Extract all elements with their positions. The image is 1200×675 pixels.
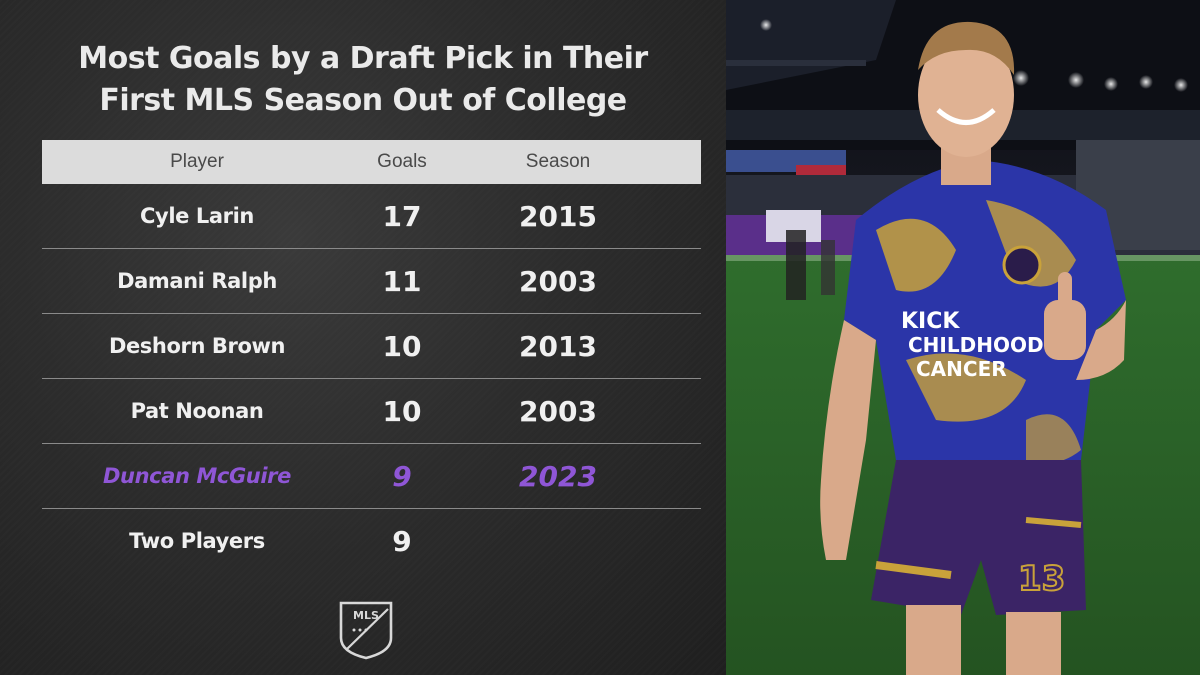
goals-value: 9 xyxy=(392,524,412,558)
table-row: Two Players 9 xyxy=(42,509,701,573)
season-value: 2003 xyxy=(519,264,597,298)
jersey-text-3: CANCER xyxy=(916,357,1007,381)
player-name: Two Players xyxy=(129,529,265,553)
table-row: Pat Noonan 10 2003 xyxy=(42,379,701,444)
table-header: Player Goals Season xyxy=(42,140,701,184)
season-value: 2023 xyxy=(519,459,597,493)
goals-value: 9 xyxy=(392,459,412,493)
logo-text: MLS xyxy=(353,609,379,622)
season-value: 2003 xyxy=(519,394,597,428)
player-name: Cyle Larin xyxy=(140,204,254,228)
table-row: Cyle Larin 17 2015 xyxy=(42,184,701,249)
title-line-1: Most Goals by a Draft Pick in Their xyxy=(78,41,648,76)
season-value: 2015 xyxy=(519,199,597,233)
header-player: Player xyxy=(170,151,224,172)
shorts-number: 13 xyxy=(1018,559,1065,599)
season-value: 2013 xyxy=(519,329,597,363)
goals-value: 11 xyxy=(382,264,422,298)
player-name: Duncan McGuire xyxy=(103,464,291,488)
table-row-highlighted: Duncan McGuire 9 2023 xyxy=(42,444,701,509)
mls-logo-icon: MLS xyxy=(339,601,393,660)
header-season: Season xyxy=(525,151,591,172)
goals-value: 10 xyxy=(382,394,422,428)
title-line-2: First MLS Season Out of College xyxy=(99,83,627,118)
header-goals: Goals xyxy=(377,151,427,172)
stats-panel: Most Goals by a Draft Pick in Their Firs… xyxy=(0,0,726,675)
goals-value: 17 xyxy=(382,199,422,233)
jersey-text-1: KICK xyxy=(901,309,960,334)
player-photo: KICK CHILDHOOD CANCER 13 xyxy=(726,0,1200,675)
player-name: Pat Noonan xyxy=(130,399,264,423)
stats-table: Player Goals Season Cyle Larin 17 2015 D… xyxy=(42,140,701,573)
table-row: Deshorn Brown 10 2013 xyxy=(42,314,701,379)
player-name: Damani Ralph xyxy=(117,269,277,293)
jersey-text-2: CHILDHOOD xyxy=(908,333,1044,357)
goals-value: 10 xyxy=(382,329,422,363)
player-name: Deshorn Brown xyxy=(108,334,286,358)
table-row: Damani Ralph 11 2003 xyxy=(42,249,701,314)
